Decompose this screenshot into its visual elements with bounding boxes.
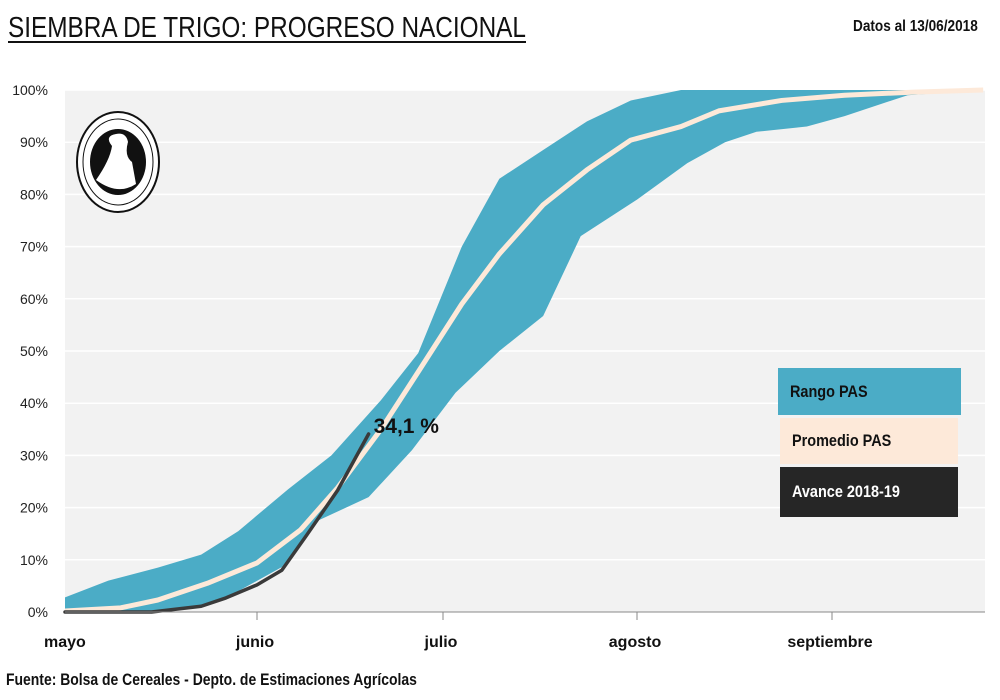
x-tick-label: julio: [424, 634, 458, 651]
page-title: SIEMBRA DE TRIGO: PROGRESO NACIONAL: [8, 12, 526, 44]
x-tick-label: mayo: [44, 634, 86, 651]
current-value-label: 34,1 %: [374, 415, 440, 438]
x-tick-label: septiembre: [787, 634, 872, 651]
y-tick-label: 80%: [20, 186, 48, 202]
x-tick-label: junio: [235, 634, 274, 651]
y-tick-label: 0%: [28, 604, 48, 620]
y-tick-label: 10%: [20, 552, 48, 568]
legend-label: Rango PAS: [790, 381, 868, 401]
legend-label: Promedio PAS: [792, 431, 892, 450]
source-footer: Fuente: Bolsa de Cereales - Depto. de Es…: [6, 670, 417, 689]
legend-promedio-pas: Promedio PAS: [780, 418, 958, 464]
y-tick-label: 50%: [20, 343, 48, 359]
y-tick-label: 20%: [20, 500, 48, 516]
legend-rango-pas: Rango PAS: [778, 368, 961, 415]
legend-avance: Avance 2018-19: [780, 467, 958, 517]
avance-2018-19-line: [63, 432, 371, 614]
logo-seal: [76, 111, 160, 213]
y-tick-label: 60%: [20, 291, 48, 307]
legend-label: Avance 2018-19: [792, 482, 900, 501]
y-tick-label: 90%: [20, 134, 48, 150]
x-tick-label: agosto: [609, 634, 662, 651]
y-tick-label: 70%: [20, 239, 48, 255]
data-date-label: Datos al 13/06/2018: [853, 18, 978, 35]
rango-pas-band: [65, 90, 984, 612]
y-tick-label: 40%: [20, 395, 48, 411]
y-tick-label: 30%: [20, 447, 48, 463]
y-tick-label: 100%: [12, 82, 48, 98]
promedio-pas-line: [64, 87, 984, 614]
